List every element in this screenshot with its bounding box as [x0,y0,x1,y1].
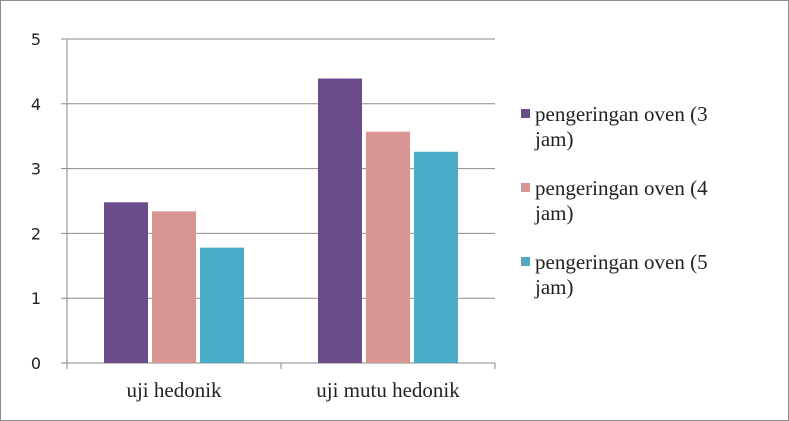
category-label: uji mutu hedonik [316,378,460,402]
y-tick-label: 0 [31,354,41,373]
bar [200,247,244,363]
y-tick-label: 1 [31,289,41,308]
y-tick-label: 3 [31,160,41,179]
bar [104,202,148,363]
y-tick-label: 5 [31,30,41,49]
legend-swatch [521,183,530,192]
legend-label: jam) [534,201,573,225]
category-labels: uji hedonik uji mutu hedonik [126,378,460,402]
legend-label: pengeringan oven (5 [535,250,708,274]
bar [318,78,362,363]
y-tick-label: 4 [31,95,41,114]
y-tick-label: 2 [31,224,41,243]
bar [366,131,410,363]
legend-label: pengeringan oven (3 [535,102,708,126]
bar [152,211,196,363]
legend-label: jam) [534,127,573,151]
y-tick-labels: 0 1 2 3 4 5 [31,30,41,373]
bar [414,151,458,363]
bars [104,78,458,363]
legend-label: jam) [534,275,573,299]
legend-label: pengeringan oven (4 [535,176,708,200]
legend-swatch [521,109,530,118]
legend-swatch [521,257,530,266]
category-label: uji hedonik [126,378,222,402]
